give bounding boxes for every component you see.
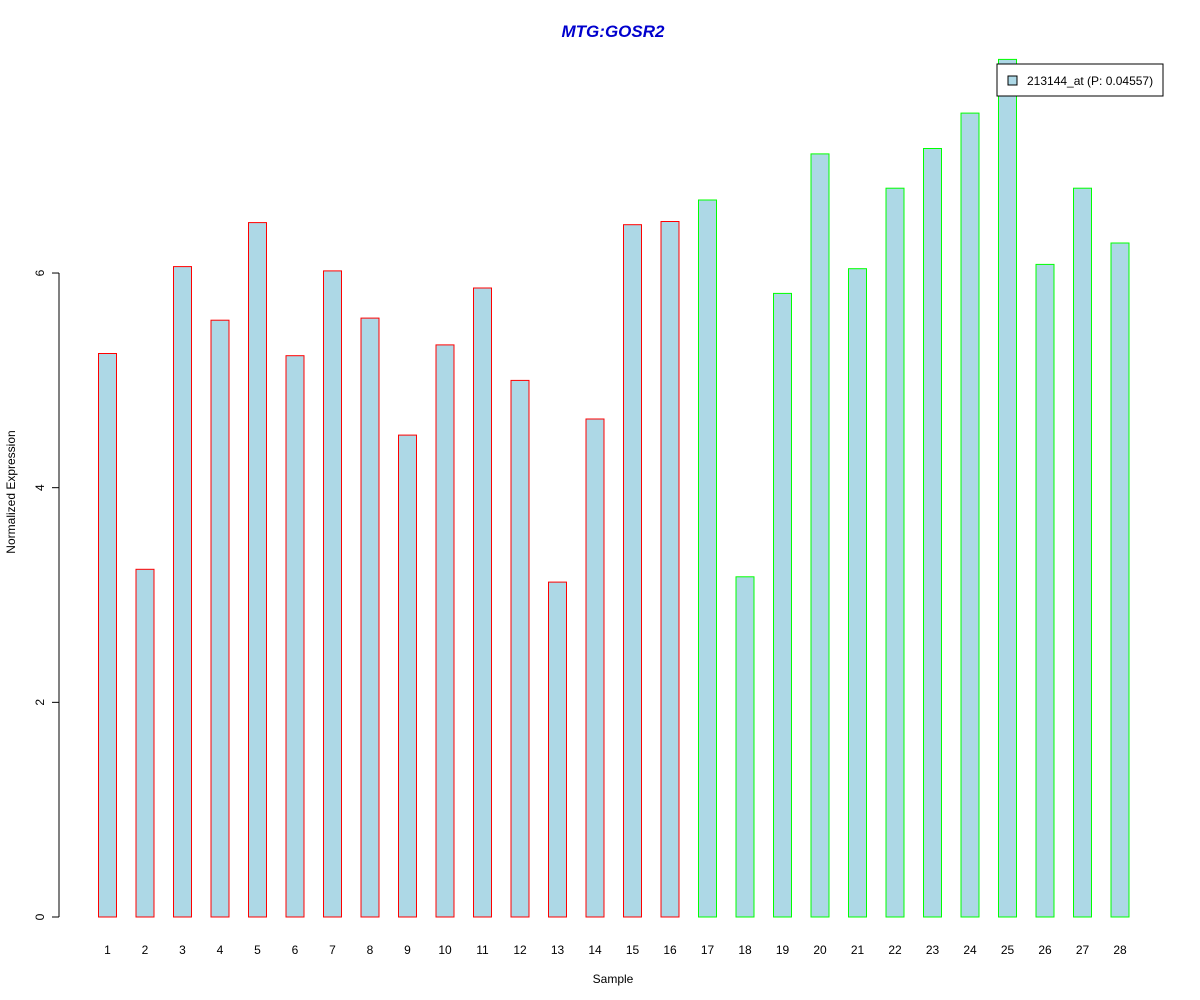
x-tick-label: 2 bbox=[142, 943, 149, 957]
x-tick-label: 28 bbox=[1113, 943, 1127, 957]
x-tick-label: 21 bbox=[851, 943, 865, 957]
bar-sample-18 bbox=[735, 576, 755, 918]
x-tick-label: 10 bbox=[438, 943, 452, 957]
bar-sample-1 bbox=[98, 353, 117, 918]
bar-sample-14 bbox=[585, 418, 605, 918]
y-tick-label: 6 bbox=[33, 269, 47, 276]
x-tick-label: 25 bbox=[1001, 943, 1015, 957]
x-tick-label: 14 bbox=[588, 943, 602, 957]
bar-sample-8 bbox=[360, 317, 380, 918]
bar-sample-23 bbox=[923, 148, 942, 918]
y-axis: 0 2 4 6 bbox=[33, 269, 60, 920]
bar-sample-12 bbox=[510, 379, 530, 918]
x-tick-label: 22 bbox=[888, 943, 902, 957]
bar-sample-28 bbox=[1110, 242, 1130, 918]
x-tick-label: 4 bbox=[217, 943, 224, 957]
x-tick-label: 23 bbox=[926, 943, 940, 957]
bar-sample-4 bbox=[210, 319, 230, 918]
bar-sample-7 bbox=[323, 270, 342, 918]
bar-sample-9 bbox=[398, 434, 417, 918]
y-tick-label: 2 bbox=[33, 699, 47, 706]
x-tick-label: 5 bbox=[254, 943, 261, 957]
x-tick-label: 3 bbox=[179, 943, 186, 957]
x-tick-label: 20 bbox=[813, 943, 827, 957]
legend-box bbox=[996, 63, 1164, 97]
x-tick-label: 18 bbox=[738, 943, 752, 957]
x-tick-label: 11 bbox=[476, 943, 489, 957]
bar-sample-13 bbox=[548, 581, 567, 918]
legend-label: 213144_at (P: 0.04557) bbox=[1027, 74, 1153, 88]
y-axis-label: Normalized Expression bbox=[4, 430, 18, 553]
x-tick-label: 17 bbox=[701, 943, 715, 957]
x-tick-label: 8 bbox=[367, 943, 374, 957]
x-tick-label: 24 bbox=[963, 943, 977, 957]
x-tick-label: 26 bbox=[1038, 943, 1052, 957]
bar-sample-11 bbox=[473, 287, 492, 918]
bar-sample-3 bbox=[173, 266, 192, 918]
bar-sample-16 bbox=[660, 221, 680, 918]
x-tick-label: 16 bbox=[663, 943, 677, 957]
bars bbox=[98, 58, 1130, 918]
bar-sample-15 bbox=[623, 224, 642, 918]
x-tick-label: 15 bbox=[626, 943, 640, 957]
bar-sample-5 bbox=[248, 222, 267, 918]
bar-sample-25 bbox=[998, 58, 1017, 918]
x-tick-label: 19 bbox=[776, 943, 790, 957]
chart-title: MTG:GOSR2 bbox=[562, 22, 665, 41]
x-tick-label: 27 bbox=[1076, 943, 1090, 957]
bar-sample-27 bbox=[1073, 187, 1092, 918]
bar-sample-6 bbox=[285, 355, 305, 918]
x-tick-label: 12 bbox=[513, 943, 527, 957]
x-tick-labels: 1 2 3 4 5 6 7 8 9 10 11 12 13 14 15 16 17 18 19 20 21 22 23 24 2… bbox=[104, 943, 1127, 957]
bar-sample-24 bbox=[960, 112, 980, 918]
bar-sample-21 bbox=[848, 268, 867, 918]
y-tick-label: 0 bbox=[33, 913, 47, 920]
bar-sample-26 bbox=[1035, 263, 1055, 918]
legend: 213144_at (P: 0.04557) bbox=[996, 63, 1164, 97]
x-tick-label: 6 bbox=[292, 943, 299, 957]
bar-sample-17 bbox=[698, 199, 717, 918]
x-tick-label: 7 bbox=[329, 943, 336, 957]
x-tick-label: 13 bbox=[551, 943, 565, 957]
bar-sample-19 bbox=[773, 292, 792, 918]
x-tick-label: 1 bbox=[104, 943, 111, 957]
bar-sample-22 bbox=[885, 187, 905, 918]
bar-sample-2 bbox=[135, 568, 155, 918]
legend-swatch bbox=[1007, 75, 1018, 86]
x-tick-label: 9 bbox=[404, 943, 411, 957]
bar-sample-10 bbox=[435, 344, 455, 918]
x-axis-label: Sample bbox=[593, 972, 634, 986]
y-tick-label: 4 bbox=[33, 484, 47, 491]
bar-sample-20 bbox=[810, 153, 830, 918]
